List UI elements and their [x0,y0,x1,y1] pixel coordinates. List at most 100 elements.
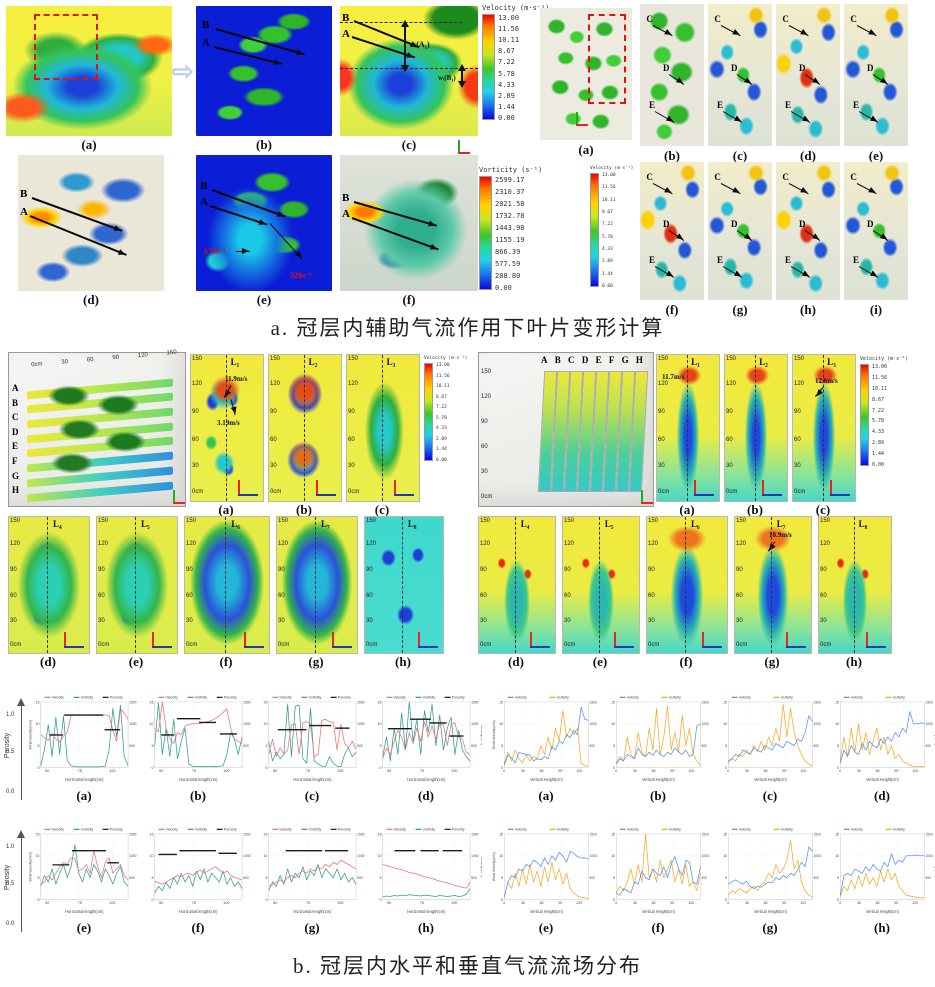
svg-text:Velocity: Velocity [394,696,406,700]
svg-text:Velocity: Velocity [627,696,639,700]
svg-text:1500: 1500 [357,700,364,704]
axis-tick: 30 [564,617,571,624]
chart-caption: (b) [650,788,666,803]
leaf-label-C: C [714,172,721,183]
svg-text:Vorticity: Vorticity [781,696,793,700]
chart-caption: (a) [538,788,554,803]
svg-text:15: 15 [149,700,153,704]
slice-line-label: L₂ [759,357,768,367]
section-dashed-line [685,517,687,653]
leaf-label-C: C [782,14,789,25]
leaf-label-C: C [714,14,721,25]
chart-caption: (c) [762,788,778,803]
label: G [621,355,629,365]
svg-text:1500: 1500 [926,700,933,704]
colorbar-tick: 11.56 [872,374,888,381]
panel-caption: (f) [665,302,679,317]
svg-text:75: 75 [192,769,196,773]
velocity-annotation: 10.9m/s [769,531,792,539]
scale-bar [830,480,850,496]
svg-text:15: 15 [723,700,727,704]
svg-text:0: 0 [727,769,729,773]
leaf-label-C: C [646,14,653,25]
svg-text:50: 50 [45,769,49,773]
colorbar-tick: 8.67 [498,47,515,56]
axis-tick: 30 [192,463,199,470]
svg-text:120: 120 [800,769,806,773]
leaf-label-A: A [342,208,350,220]
svg-text:30: 30 [521,901,525,905]
axis-tick: 60 [192,436,199,443]
svg-text:Horizontal length(cm): Horizontal length(cm) [293,777,332,782]
annotation-arrow [805,73,821,85]
colorbar-tick: 13.00 [498,14,520,22]
axis-tick: 60 [348,436,355,443]
leaf-label-A: A [342,28,350,40]
annotation-arrow [788,25,809,37]
chart-caption: (g) [304,920,320,935]
svg-text:90: 90 [558,901,562,905]
svg-text:100: 100 [337,769,343,773]
svg-text:10: 10 [149,722,153,726]
axis-tick: 60 [10,593,17,600]
axis-tick: 150 [270,356,281,363]
svg-text:Porosity: Porosity [110,696,123,700]
colorbar-tick: 11.56 [498,25,520,34]
axis-tick: 0cm [270,489,282,496]
svg-text:Vertical Height(cm): Vertical Height(cm) [642,777,675,782]
section-dashed-line [771,517,773,653]
colorbar-tick: 8.67 [872,396,885,403]
axis-icon [570,110,588,128]
svg-text:500: 500 [129,744,135,748]
slice-line-label: L₈ [407,519,417,529]
velocity-slice-panel: L₁ 11.7m/s 150 120 90 60 30 0cm [656,354,720,502]
svg-text:0: 0 [503,901,505,905]
svg-text:Velocity: Velocity [515,828,527,832]
velocity-slice-panel: L₆ 150 120 90 60 30 0cm [646,516,728,654]
svg-text:120: 120 [800,901,806,905]
svg-text:15: 15 [377,832,381,836]
scale-bar [530,632,550,648]
svg-text:15: 15 [35,832,39,836]
section-dashed-line [303,355,305,501]
leaf-label-D: D [799,218,806,229]
panel-caption: (d) [40,654,56,669]
svg-text:5: 5 [501,744,503,748]
axis-tick: 0cm [564,642,576,649]
axis-tick: 120 [820,541,831,548]
colorbar-tick: 2310.37 [495,188,525,196]
vorticity-value-320: 320s⁻¹ [290,271,312,280]
panel-caption: (g) [308,654,324,669]
line-chart-svg-(b): 0 5 10 15 500 1000 1500 50 75 100 Horizontal lengt… [149,696,250,782]
svg-text:Horizontal length(cm): Horizontal length(cm) [65,909,104,914]
axis-tick: 60 [726,436,733,443]
slice-line-label: L₂ [308,357,318,367]
svg-text:Wind Velocity(m/s): Wind Velocity(m/s) [492,852,496,881]
leaf-label-C: C [850,14,857,25]
colorbar-tick: 10.11 [872,385,888,392]
ref-line [340,68,478,69]
deflection-arrow [404,24,406,68]
axis-tick: 0cm [726,489,738,496]
panel-caption: (e) [868,148,884,163]
axis-tick: 0.0 [6,788,15,795]
velocity-slice-panel: L₁ 11.9m/s 3.19m/s 150 120 90 60 30 0cm [190,354,264,502]
svg-text:1500: 1500 [471,700,478,704]
axis-tick: 150 [480,518,491,525]
panel-caption: (a) [218,502,234,517]
section-dashed-line [47,517,49,653]
deflection-label-A1: wᵢ(A₁) [409,40,430,49]
axis-tick: 30 [480,617,487,624]
axis-tick: 90 [98,567,105,574]
axis-tick: 120 [564,541,575,548]
axis-tick: 30 [278,617,285,624]
slice-line-label: L₅ [604,519,614,529]
colorbar-tick: 5.78 [872,418,885,425]
colorbar-tick: 1.44 [872,451,885,457]
label: 30 [481,469,488,475]
svg-text:Vorticity/(s⁻¹): Vorticity/(s⁻¹) [480,857,482,877]
colorbar-tick: 2.89 [436,436,447,442]
panel-caption: (c) [815,502,831,517]
line-chart: 0 5 10 15 500 1000 1500 0 30 60 90 120 Vertical Heig… [716,824,824,936]
